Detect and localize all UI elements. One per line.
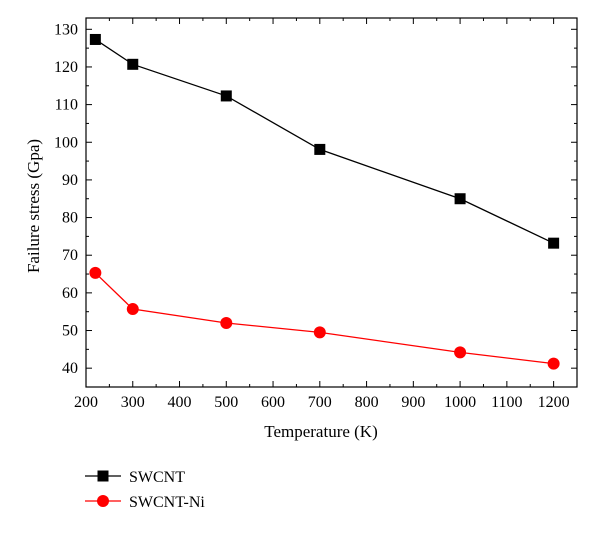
x-tick-label: 800 — [355, 394, 379, 411]
data-point — [454, 193, 466, 205]
series-line — [94, 38, 554, 244]
data-point — [89, 33, 101, 45]
legend: SWCNT SWCNT-Ni — [85, 469, 205, 511]
x-tick-label: 1000 — [444, 394, 476, 411]
data-point — [126, 303, 139, 316]
x-tick-label: 1100 — [491, 394, 522, 411]
y-tick-label: 60 — [62, 285, 78, 302]
x-tick-label: 400 — [168, 394, 192, 411]
x-tick-label: 300 — [121, 394, 145, 411]
data-point — [547, 357, 560, 370]
y-tick-label: 40 — [62, 360, 78, 377]
x-axis-title: Temperature (K) — [264, 422, 378, 441]
legend-label: SWCNT — [129, 469, 185, 486]
legend-marker — [97, 470, 109, 482]
y-tick-label: 100 — [54, 134, 78, 151]
y-tick-label: 50 — [62, 323, 78, 340]
x-tick-label: 700 — [308, 394, 332, 411]
data-point — [314, 143, 326, 155]
y-tick-label: 110 — [55, 97, 78, 114]
x-tick-label: 600 — [261, 394, 285, 411]
x-tick-label: 500 — [214, 394, 238, 411]
y-tick-label: 120 — [54, 59, 78, 76]
y-tick-label: 70 — [62, 247, 78, 264]
series-0 — [89, 33, 560, 249]
legend-marker — [97, 495, 109, 507]
plot-frame — [85, 17, 578, 388]
y-axis-title: Failure stress (Gpa) — [24, 139, 43, 273]
data-point — [548, 237, 560, 249]
y-tick-label: 80 — [62, 210, 78, 227]
y-tick-label: 90 — [62, 172, 78, 189]
series-line — [94, 272, 554, 365]
data-point — [220, 90, 232, 102]
x-tick-label: 200 — [74, 394, 98, 411]
data-point — [89, 266, 102, 279]
x-tick-label: 1200 — [538, 394, 570, 411]
y-tick-label: 130 — [54, 21, 78, 38]
series-1 — [89, 266, 560, 370]
data-point — [127, 58, 139, 70]
data-point — [220, 316, 233, 329]
data-point — [454, 346, 467, 359]
x-tick-label: 900 — [401, 394, 425, 411]
data-point — [313, 326, 326, 339]
legend-label: SWCNT-Ni — [129, 494, 205, 511]
